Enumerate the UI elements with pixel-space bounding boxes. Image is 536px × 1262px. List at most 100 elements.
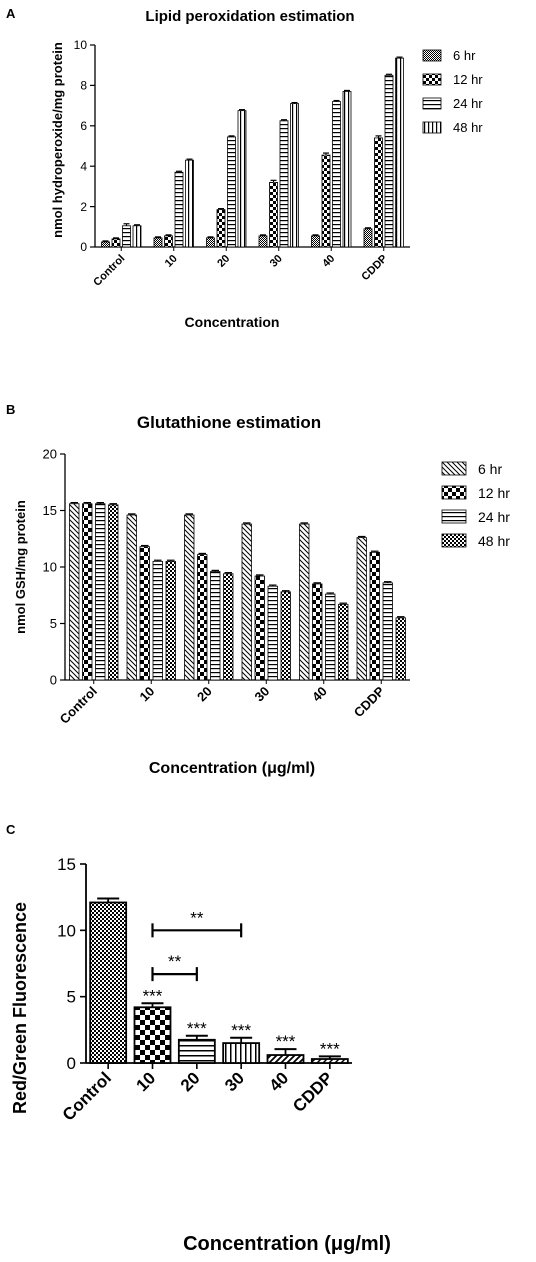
legend-swatch (441, 461, 467, 476)
y-tick-label: 15 (57, 855, 76, 874)
y-tick-label: 20 (43, 447, 57, 462)
bar (122, 225, 131, 248)
bar (184, 514, 195, 681)
bar (139, 546, 150, 681)
x-tick-label: 20 (177, 1068, 204, 1095)
bar (223, 573, 234, 681)
legend-label: 24 hr (478, 509, 510, 525)
bar (237, 110, 247, 248)
bar (177, 1038, 216, 1064)
bar (108, 504, 119, 681)
bar (312, 583, 323, 681)
x-tick-label: 10 (133, 1068, 160, 1095)
legend-label: 48 hr (478, 533, 510, 549)
bar (269, 181, 278, 248)
legend-swatch (422, 97, 442, 110)
chart-b-xlabel: Concentration (μg/ml) (149, 760, 315, 777)
x-tick-label: Control (91, 253, 127, 289)
y-tick-label: 8 (80, 79, 87, 93)
bar (69, 503, 80, 681)
legend-label: 6 hr (453, 48, 476, 63)
y-tick-label: 0 (80, 240, 87, 254)
bar (111, 238, 121, 248)
legend-label: 6 hr (478, 461, 502, 477)
bar (280, 591, 291, 681)
y-tick-label: 0 (50, 673, 57, 688)
bar (132, 225, 142, 248)
chart-a-title: Lipid peroxidation estimation (145, 8, 354, 25)
x-tick-label: Control (59, 1068, 115, 1124)
bar (216, 209, 226, 248)
bar (210, 571, 221, 681)
chart-a-xlabel: Concentration (185, 314, 280, 330)
y-tick-label: 4 (80, 159, 87, 173)
significance-marker: *** (231, 1021, 251, 1040)
bar (382, 582, 393, 681)
bar (165, 560, 176, 681)
bar (342, 91, 352, 248)
x-tick-label: CDDP (289, 1068, 336, 1115)
bar (325, 593, 336, 681)
bar (266, 1054, 305, 1064)
y-tick-label: 10 (57, 921, 76, 940)
bracket-label: ** (190, 908, 204, 927)
y-tick-label: 6 (80, 119, 87, 133)
bar (222, 1042, 261, 1064)
x-tick-label: CDDP (351, 683, 388, 720)
legend-swatch (422, 121, 442, 134)
bar (279, 120, 289, 248)
y-tick-label: 15 (43, 503, 57, 518)
panel-letter-c: C (6, 822, 16, 837)
x-tick-label: 20 (194, 684, 215, 705)
bar (197, 554, 208, 681)
bar (152, 560, 163, 681)
bar (290, 103, 299, 248)
bar (89, 901, 128, 1064)
legend-swatch (441, 533, 467, 548)
legend-swatch (441, 485, 467, 500)
chart-panel-b: Glutathione estimation Concentration (μg… (13, 413, 510, 777)
x-tick-label: 30 (252, 684, 273, 705)
bar (126, 514, 137, 681)
bar (332, 101, 341, 248)
y-tick-label: 10 (74, 38, 88, 52)
legend-label: 48 hr (453, 120, 483, 135)
significance-marker: *** (143, 986, 163, 1005)
bar (133, 1006, 172, 1064)
x-tick-label: 10 (163, 253, 180, 270)
significance-marker: *** (320, 1039, 340, 1058)
bar (321, 154, 331, 248)
x-tick-label: 30 (268, 253, 285, 270)
significance-marker: *** (276, 1032, 296, 1051)
x-tick-label: Control (57, 684, 100, 727)
bar (338, 603, 349, 681)
chart-c-xlabel: Concentration (μg/ml) (183, 1233, 391, 1255)
bar (363, 228, 373, 248)
x-tick-label: 40 (320, 253, 337, 270)
bar (95, 503, 106, 681)
chart-panel-c: Concentration (μg/ml) Red/Green Fluoresc… (10, 855, 391, 1255)
bar (101, 241, 110, 248)
chart-panel-a: Lipid peroxidation estimation Concentrat… (50, 8, 483, 330)
chart-b-ylabel: nmol GSH/mg protein (13, 500, 28, 634)
bar (356, 537, 367, 681)
chart-b-title: Glutathione estimation (137, 413, 321, 432)
bar (267, 585, 278, 681)
bar (310, 1058, 349, 1064)
y-tick-label: 2 (80, 200, 87, 214)
bar (254, 575, 265, 681)
x-tick-label: 20 (215, 253, 232, 270)
legend-label: 12 hr (453, 72, 483, 87)
legend-swatch (441, 509, 467, 524)
chart-c-ylabel: Red/Green Fluorescence (10, 902, 30, 1114)
legend-label: 12 hr (478, 485, 510, 501)
x-tick-label: 10 (137, 684, 158, 705)
bar (174, 171, 184, 248)
chart-a-ylabel: nmol hydroperoxide/mg protein (50, 42, 65, 238)
y-tick-label: 5 (50, 616, 57, 631)
y-tick-label: 0 (67, 1054, 76, 1073)
panel-letter-b: B (6, 402, 15, 417)
bar (153, 237, 163, 248)
bar (369, 551, 380, 681)
